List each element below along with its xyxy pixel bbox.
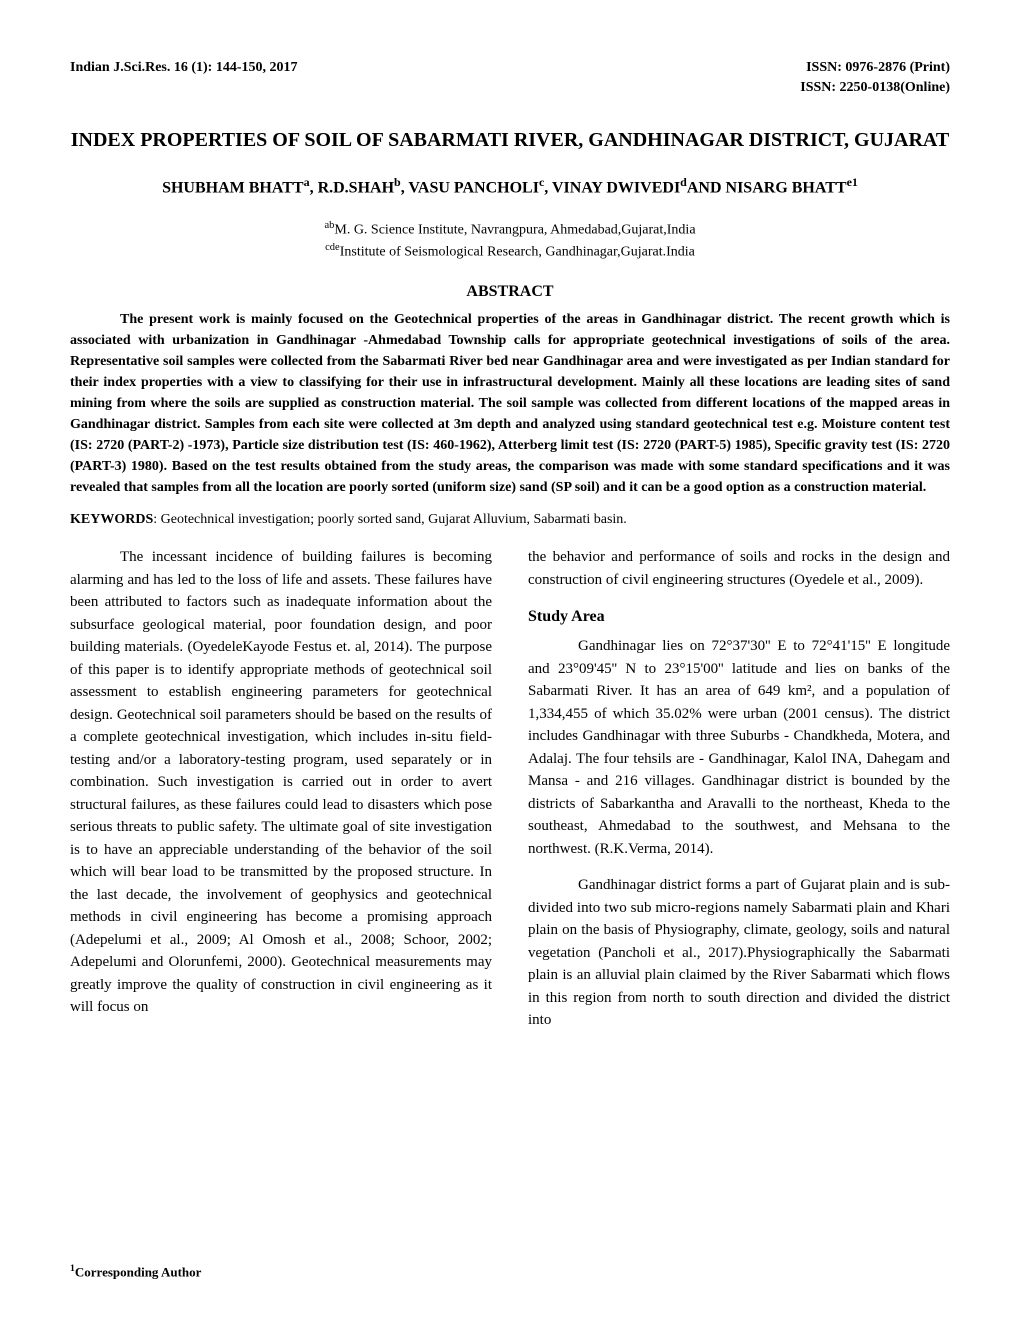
abstract-heading: ABSTRACT <box>70 283 950 301</box>
right-column: the behavior and performance of soils an… <box>528 546 950 1046</box>
affiliation-sup-1: ab <box>324 220 334 231</box>
issn-online: ISSN: 2250-0138(Online) <box>70 80 950 96</box>
keywords-line: KEYWORDS: Geotechnical investigation; po… <box>70 512 950 528</box>
left-column: The incessant incidence of building fail… <box>70 546 492 1046</box>
authors: SHUBHAM BHATTa, R.D.SHAHb, VASU PANCHOLI… <box>70 174 950 200</box>
right-para-3: Gandhinagar district forms a part of Guj… <box>528 874 950 1032</box>
right-para-1: the behavior and performance of soils an… <box>528 546 950 591</box>
footer-text: Corresponding Author <box>75 1264 202 1279</box>
left-para-1: The incessant incidence of building fail… <box>70 546 492 1019</box>
keywords-label: KEYWORDS <box>70 512 153 527</box>
right-para-2: Gandhinagar lies on 72°37'30'' E to 72°4… <box>528 635 950 860</box>
issn-print: ISSN: 0976-2876 (Print) <box>806 60 950 76</box>
study-area-heading: Study Area <box>528 605 950 629</box>
affiliation-text-2: Institute of Seismological Research, Gan… <box>340 245 695 260</box>
paper-title: INDEX PROPERTIES OF SOIL OF SABARMATI RI… <box>70 126 950 154</box>
keywords-text: : Geotechnical investigation; poorly sor… <box>153 512 627 527</box>
header-row: Indian J.Sci.Res. 16 (1): 144-150, 2017 … <box>70 60 950 76</box>
journal-reference: Indian J.Sci.Res. 16 (1): 144-150, 2017 <box>70 60 298 76</box>
affiliation-text-1: M. G. Science Institute, Navrangpura, Ah… <box>334 222 695 237</box>
body-columns: The incessant incidence of building fail… <box>70 546 950 1046</box>
footer-corresponding: 1Corresponding Author <box>70 1263 201 1280</box>
affiliation-sup-2: cde <box>325 242 340 253</box>
abstract-text: The present work is mainly focused on th… <box>70 309 950 498</box>
affiliations: abM. G. Science Institute, Navrangpura, … <box>70 218 950 263</box>
